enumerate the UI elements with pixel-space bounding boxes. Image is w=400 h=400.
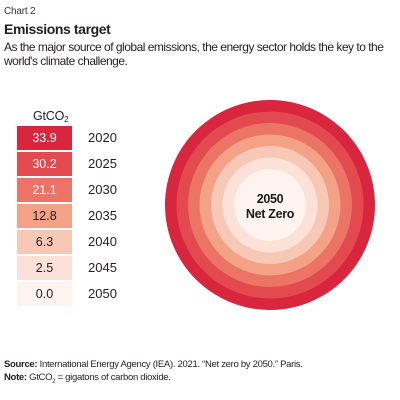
chart-subtitle: As the major source of global emissions,… bbox=[4, 40, 384, 68]
value-swatch-2040: 6.3 bbox=[17, 230, 72, 254]
year-label-2025: 2025 bbox=[88, 156, 117, 171]
year-label-2020: 2020 bbox=[88, 130, 117, 145]
concentric-circles-chart bbox=[165, 100, 375, 310]
source-text: International Energy Agency (IEA). 2021.… bbox=[37, 359, 303, 370]
center-label-year: 2050 bbox=[256, 192, 284, 206]
value-swatch-2025: 30.2 bbox=[17, 152, 72, 176]
unit-main: GtCO bbox=[33, 109, 65, 123]
note-rest: = gigatons of carbon dioxide. bbox=[55, 372, 171, 383]
year-label-2035: 2035 bbox=[88, 208, 117, 223]
year-label-2030: 2030 bbox=[88, 182, 117, 197]
chart-title: Emissions target bbox=[4, 21, 111, 37]
year-label-2045: 2045 bbox=[88, 260, 117, 275]
ring-2050 bbox=[234, 169, 306, 241]
value-swatch-2035: 12.8 bbox=[17, 204, 72, 228]
year-label-2050: 2050 bbox=[88, 286, 117, 301]
chart-number-label: Chart 2 bbox=[4, 6, 36, 17]
value-swatch-2050: 0.0 bbox=[17, 282, 72, 306]
note-subscript: 2 bbox=[52, 378, 56, 385]
note-main: GtCO bbox=[26, 372, 53, 383]
source-label: Source: bbox=[4, 359, 38, 370]
unit-label: GtCO2 bbox=[33, 109, 69, 124]
center-label-net-zero: Net Zero bbox=[245, 207, 295, 221]
source-note: Source: International Energy Agency (IEA… bbox=[4, 359, 396, 370]
year-label-2040: 2040 bbox=[88, 234, 117, 249]
value-swatch-2030: 21.1 bbox=[17, 178, 72, 202]
unit-subscript: 2 bbox=[64, 115, 69, 124]
value-swatch-2020: 33.9 bbox=[17, 126, 72, 150]
definition-note: Note: GtCO2 = gigatons of carbon dioxide… bbox=[4, 372, 396, 385]
value-swatch-2045: 2.5 bbox=[17, 256, 72, 280]
note-label: Note: bbox=[4, 372, 27, 383]
